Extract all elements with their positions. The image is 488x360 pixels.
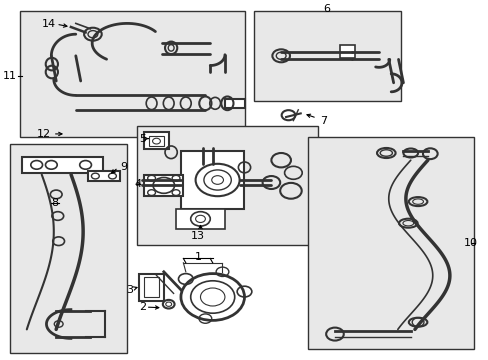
Text: 10: 10	[463, 238, 477, 248]
Bar	[88, 171, 120, 181]
Bar	[254, 11, 400, 101]
Bar	[149, 136, 163, 146]
Text: 13: 13	[191, 231, 204, 241]
Bar	[176, 209, 224, 229]
Bar	[144, 132, 168, 149]
Text: 4: 4	[134, 179, 142, 189]
Bar	[10, 144, 127, 353]
Bar	[339, 45, 354, 58]
Text: 14: 14	[41, 19, 56, 29]
Text: 11: 11	[2, 71, 17, 81]
Text: 12: 12	[37, 129, 51, 139]
Bar	[137, 126, 317, 245]
Text: 8: 8	[51, 198, 59, 208]
Text: 5: 5	[139, 134, 146, 144]
Bar	[224, 99, 244, 108]
Bar	[307, 137, 473, 349]
Bar	[144, 277, 159, 297]
Text: 3: 3	[126, 285, 133, 295]
Bar	[144, 175, 183, 196]
Text: 7: 7	[320, 116, 327, 126]
Bar	[20, 11, 244, 137]
Text: 1: 1	[194, 252, 201, 262]
Text: 2: 2	[139, 302, 146, 312]
Text: 6: 6	[323, 4, 329, 14]
Bar	[181, 151, 244, 209]
Text: 9: 9	[120, 162, 127, 172]
Bar	[22, 157, 102, 173]
Bar	[139, 274, 163, 301]
